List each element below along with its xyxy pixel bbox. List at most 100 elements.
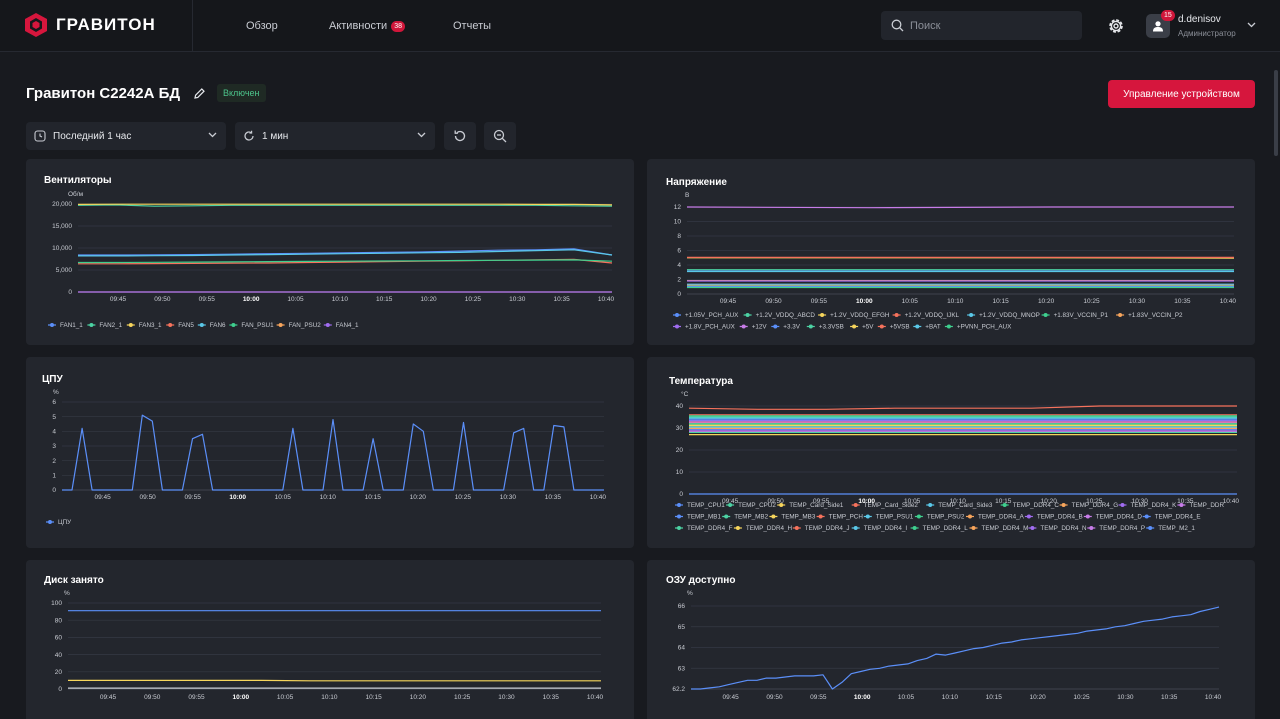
series-line-fan6 xyxy=(78,249,613,257)
panel-title: Вентиляторы xyxy=(44,175,112,186)
activities-count-badge: 38 xyxy=(391,20,405,32)
panel-title: Диск занято xyxy=(44,575,104,586)
legend-item[interactable]: +1.83V_VCCIN_P1 xyxy=(1041,312,1109,319)
legend-item[interactable]: TEMP_PSU1 xyxy=(863,514,914,521)
legend-item[interactable]: TEMP_DDR4_J xyxy=(792,525,850,532)
legend-marker xyxy=(916,514,921,519)
y-tick-label: 64 xyxy=(678,645,686,652)
legend-item[interactable]: TEMP_DDR4_K xyxy=(1118,502,1178,509)
divider xyxy=(192,0,193,52)
search-input[interactable]: Поиск xyxy=(881,11,1082,40)
legend-item[interactable]: TEMP_Card_Side3 xyxy=(926,502,993,509)
legend-item[interactable]: TEMP_CPU2 xyxy=(726,502,776,509)
legend-item[interactable]: ЦПУ xyxy=(46,519,72,526)
nav-activities[interactable]: Активности 38 xyxy=(329,0,405,52)
legend-item[interactable]: +1.2V_VDDQ_IJKL xyxy=(892,312,960,319)
legend-item[interactable]: TEMP_MB1 xyxy=(675,514,721,521)
x-tick-label: 10:30 xyxy=(498,694,515,701)
refresh-button[interactable] xyxy=(444,122,476,150)
legend-label: TEMP_PSU1 xyxy=(876,514,914,521)
legend-item[interactable]: +1.05V_PCH_AUX xyxy=(673,312,739,319)
legend-item[interactable]: TEMP_MB2 xyxy=(722,514,769,521)
legend-item[interactable]: +1.8V_PCH_AUX xyxy=(673,324,736,331)
legend-item[interactable]: +3.3VSB xyxy=(806,324,844,331)
legend-item[interactable]: TEMP_CPU1 xyxy=(675,502,725,509)
avatar[interactable] xyxy=(1146,14,1170,38)
nav-reports[interactable]: Отчеты xyxy=(453,0,491,52)
x-tick-label: 10:15 xyxy=(995,498,1012,505)
legend-item[interactable]: FAN1_1 xyxy=(48,322,83,329)
legend-label: TEMP_DDR4_I xyxy=(864,525,908,532)
legend-item[interactable]: +5VSB xyxy=(877,324,910,331)
legend-item[interactable]: +5V xyxy=(850,324,874,331)
user-name[interactable]: d.denisov xyxy=(1178,14,1221,25)
legend-item[interactable]: TEMP_DDR4_I xyxy=(851,525,908,532)
legend-item[interactable]: TEMP_MB3 xyxy=(769,514,816,521)
legend-marker xyxy=(820,313,825,317)
legend-item[interactable]: +1.2V_VDDQ_MNOP xyxy=(967,312,1040,319)
nav-activities-label: Активности xyxy=(329,20,388,32)
x-tick-label: 10:05 xyxy=(277,694,294,701)
legend-item[interactable]: FAN6 xyxy=(197,322,226,329)
legend-item[interactable]: FAN3_1 xyxy=(126,322,162,329)
series-line--12v xyxy=(686,206,1234,209)
legend-marker xyxy=(879,324,884,329)
legend-label: TEMP_DDR xyxy=(1189,502,1224,509)
chevron-down-icon[interactable] xyxy=(1247,22,1256,28)
legend-item[interactable]: +12V xyxy=(739,324,768,331)
legend-item[interactable]: FAN_PSU2 xyxy=(276,322,322,329)
legend-item[interactable]: FAN4_1 xyxy=(323,322,359,329)
legend-item[interactable]: +1.2V_VDDQ_EFGH xyxy=(818,312,890,319)
voltage-chart: В 0 2 4 6 8 10 12 09:45 09:50 09:55 10:00 10:05 10:10… xyxy=(673,192,1236,331)
pencil-icon[interactable] xyxy=(193,87,206,100)
legend-item[interactable]: TEMP_DDR4_G xyxy=(1059,502,1119,509)
x-tick-label: 10:10 xyxy=(321,694,338,701)
series-line-цпу xyxy=(62,414,604,491)
zoom-out-button[interactable] xyxy=(484,122,516,150)
brand-logo[interactable]: ГРАВИТОН xyxy=(24,12,156,38)
legend-item[interactable]: FAN5 xyxy=(166,322,194,329)
legend-item[interactable]: +1.83V_VCCIN_P2 xyxy=(1116,312,1183,319)
legend-item[interactable]: TEMP_Card_Side1 xyxy=(777,502,844,509)
x-tick-label: 10:35 xyxy=(553,296,570,303)
legend-item[interactable]: TEMP_DDR4_N xyxy=(1028,525,1087,532)
y-tick-label: 4 xyxy=(52,429,56,436)
legend-item[interactable]: FAN_PSU1 xyxy=(229,322,274,329)
cpu-panel: ЦПУ % 0 1 2 3 4 5 6 09:45 09:50 09:55 10:00 10:05 10:… xyxy=(26,357,634,548)
nav-overview[interactable]: Обзор xyxy=(246,0,278,52)
cpu-chart: % 0 1 2 3 4 5 6 09:45 09:50 09:55 10:00 10:05 10:10 10… xyxy=(46,389,606,526)
legend-item[interactable]: TEMP_PSU2 xyxy=(914,514,965,521)
legend-item[interactable]: +3.3V xyxy=(771,324,801,331)
legend-item[interactable]: TEMP_DDR4_E xyxy=(1142,514,1201,521)
legend-item[interactable]: TEMP_DDR4_D xyxy=(1083,514,1143,521)
period-select[interactable]: Последний 1 час xyxy=(26,122,226,150)
legend-label: FAN5 xyxy=(178,322,194,329)
manage-device-button[interactable]: Управление устройством xyxy=(1108,80,1255,108)
legend-item[interactable]: TEMP_DDR4_C xyxy=(1000,502,1060,509)
y-unit-label: % xyxy=(53,389,59,396)
legend-item[interactable]: TEMP_DDR4_P xyxy=(1087,525,1145,532)
legend-item[interactable]: +1.2V_VDDQ_ABCD xyxy=(743,312,816,319)
legend-item[interactable]: TEMP_Card_Side2 xyxy=(851,502,919,509)
legend-item[interactable]: TEMP_DDR4_L xyxy=(910,525,969,532)
legend-item[interactable]: TEMP_M2_1 xyxy=(1146,525,1195,532)
legend-item[interactable]: TEMP_DDR4_B xyxy=(1024,514,1083,521)
legend-item[interactable]: TEMP_PCH xyxy=(816,514,864,521)
temperature-panel: Температура °C 0 10 20 30 40 09:45 09:50 09:55 10… xyxy=(647,357,1255,548)
legend-label: +1.83V_VCCIN_P2 xyxy=(1128,312,1183,319)
page-scrollbar[interactable] xyxy=(1274,70,1278,156)
series-line-fan1-1 xyxy=(78,248,613,256)
legend-item[interactable]: FAN2_1 xyxy=(87,322,123,329)
legend-item[interactable]: +PVNN_PCH_AUX xyxy=(944,324,1012,331)
legend-item[interactable]: TEMP_DDR4_M xyxy=(969,525,1029,532)
interval-select[interactable]: 1 мин xyxy=(235,122,435,150)
legend-marker xyxy=(168,323,173,327)
legend-item[interactable]: TEMP_DDR xyxy=(1177,502,1224,509)
legend-item[interactable]: TEMP_DDR4_A xyxy=(966,514,1025,521)
legend-label: TEMP_M2_1 xyxy=(1158,525,1195,532)
legend-item[interactable]: TEMP_DDR4_F xyxy=(675,525,733,532)
legend-item[interactable]: TEMP_DDR4_H xyxy=(733,525,793,532)
legend-item[interactable]: +BAT xyxy=(913,324,941,331)
gear-icon[interactable] xyxy=(1106,16,1126,36)
y-tick-label: 1 xyxy=(52,473,56,480)
